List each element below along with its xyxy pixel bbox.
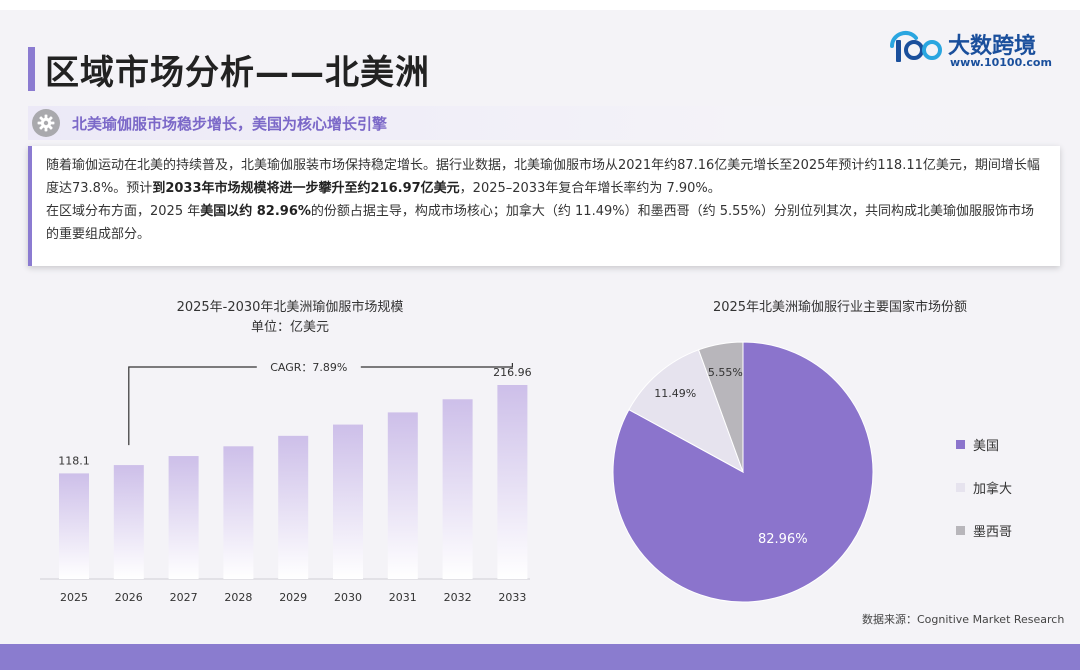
cagr-annotation: CAGR：7.89% — [270, 361, 347, 374]
pie-slice-canada — [628, 349, 744, 474]
logo-url: www.10100.com — [950, 56, 1052, 69]
bottom-bar — [0, 644, 1080, 670]
gear-icon — [32, 109, 60, 137]
legend-swatch-canada — [956, 482, 965, 492]
top-rule — [0, 0, 1080, 10]
legend-swatch-us — [956, 439, 965, 449]
bar-tick-label: 2032 — [444, 591, 472, 604]
bar-2027 — [168, 456, 199, 579]
subtitle-bar: 北美瑜伽服市场稳步增长，美国为核心增长引擎 — [28, 106, 1052, 140]
bar-tick-label: 2027 — [170, 591, 198, 604]
description-paragraph-2: 在区域分布方面，2025 年美国以约 82.96%的份额占据主导，构成市场核心；… — [46, 204, 1035, 242]
legend-item-mexico: 墨西哥 — [956, 520, 1012, 540]
bar-data-label: 118.1 — [58, 454, 90, 467]
legend-label-us: 美国 — [973, 438, 1000, 454]
pie-slice-mexico — [697, 341, 744, 473]
legend-item-us: 美国 — [956, 434, 1012, 454]
bar-2030 — [333, 424, 363, 579]
pie-label-mexico: 5.55% — [708, 366, 743, 379]
bar-tick-label: 2030 — [334, 591, 362, 604]
bar-2026 — [113, 465, 144, 579]
pie-chart-title: 2025年北美洲瑜伽服行业主要国家市场份额 — [712, 300, 968, 315]
bar-tick-label: 2026 — [115, 591, 143, 604]
description-box: 随着瑜伽运动在北美的持续普及，北美瑜伽服装市场保持稳定增长。据行业数据，北美瑜伽… — [28, 146, 1060, 266]
section-subtitle: 北美瑜伽服市场稳步增长，美国为核心增长引擎 — [72, 114, 388, 133]
cagr-bracket-left — [128, 366, 257, 446]
pie-label-us: 82.96% — [758, 532, 808, 547]
bar-chart-title: 2025年-2030年北美洲瑜伽服市场规模 — [176, 300, 404, 315]
description-paragraph-1: 随着瑜伽运动在北美的持续普及，北美瑜伽服装市场保持稳定增长。据行业数据，北美瑜伽… — [46, 158, 1040, 196]
pie-legend: 美国 加拿大 墨西哥 — [956, 434, 1012, 563]
bar-2031 — [387, 412, 418, 579]
title-block: 区域市场分析——北美洲 — [28, 46, 430, 93]
title-accent-bar — [28, 47, 35, 91]
logo-mark-icon — [890, 30, 942, 62]
legend-label-canada: 加拿大 — [973, 481, 1013, 497]
legend-label-mexico: 墨西哥 — [973, 524, 1013, 540]
bar-2025 — [59, 473, 89, 579]
bar-data-label: 216.96 — [493, 366, 532, 379]
bar-tick-label: 2028 — [224, 591, 252, 604]
bar-tick-label: 2029 — [279, 591, 307, 604]
cagr-bracket-right — [360, 363, 513, 368]
page-title: 区域市场分析——北美洲 — [45, 52, 430, 93]
pie-chart: 82.96% 11.49% 5.55% — [612, 341, 874, 603]
legend-item-canada: 加拿大 — [956, 477, 1012, 497]
bar-tick-label: 2025 — [60, 591, 88, 604]
bar-tick-label: 2033 — [498, 591, 526, 604]
pie-slice-us — [612, 341, 874, 603]
bar-chart-unit: 单位：亿美元 — [250, 320, 329, 335]
logo-name: 大数跨境 — [948, 34, 1037, 59]
bar-2028 — [223, 446, 254, 579]
legend-swatch-mexico — [956, 525, 965, 535]
bar-2032 — [442, 399, 473, 579]
bar-chart: 2025 118.1 2026 2027 2028 2029 2030 2031 2032 203… — [40, 361, 532, 604]
bar-2033 — [497, 385, 528, 579]
data-source: 数据来源：Cognitive Market Research — [862, 613, 1065, 626]
bar-tick-label: 2031 — [389, 591, 417, 604]
bar-2029 — [278, 435, 309, 579]
brand-logo: 大数跨境 www.10100.com — [888, 26, 1058, 72]
pie-label-canada: 11.49% — [654, 387, 696, 400]
